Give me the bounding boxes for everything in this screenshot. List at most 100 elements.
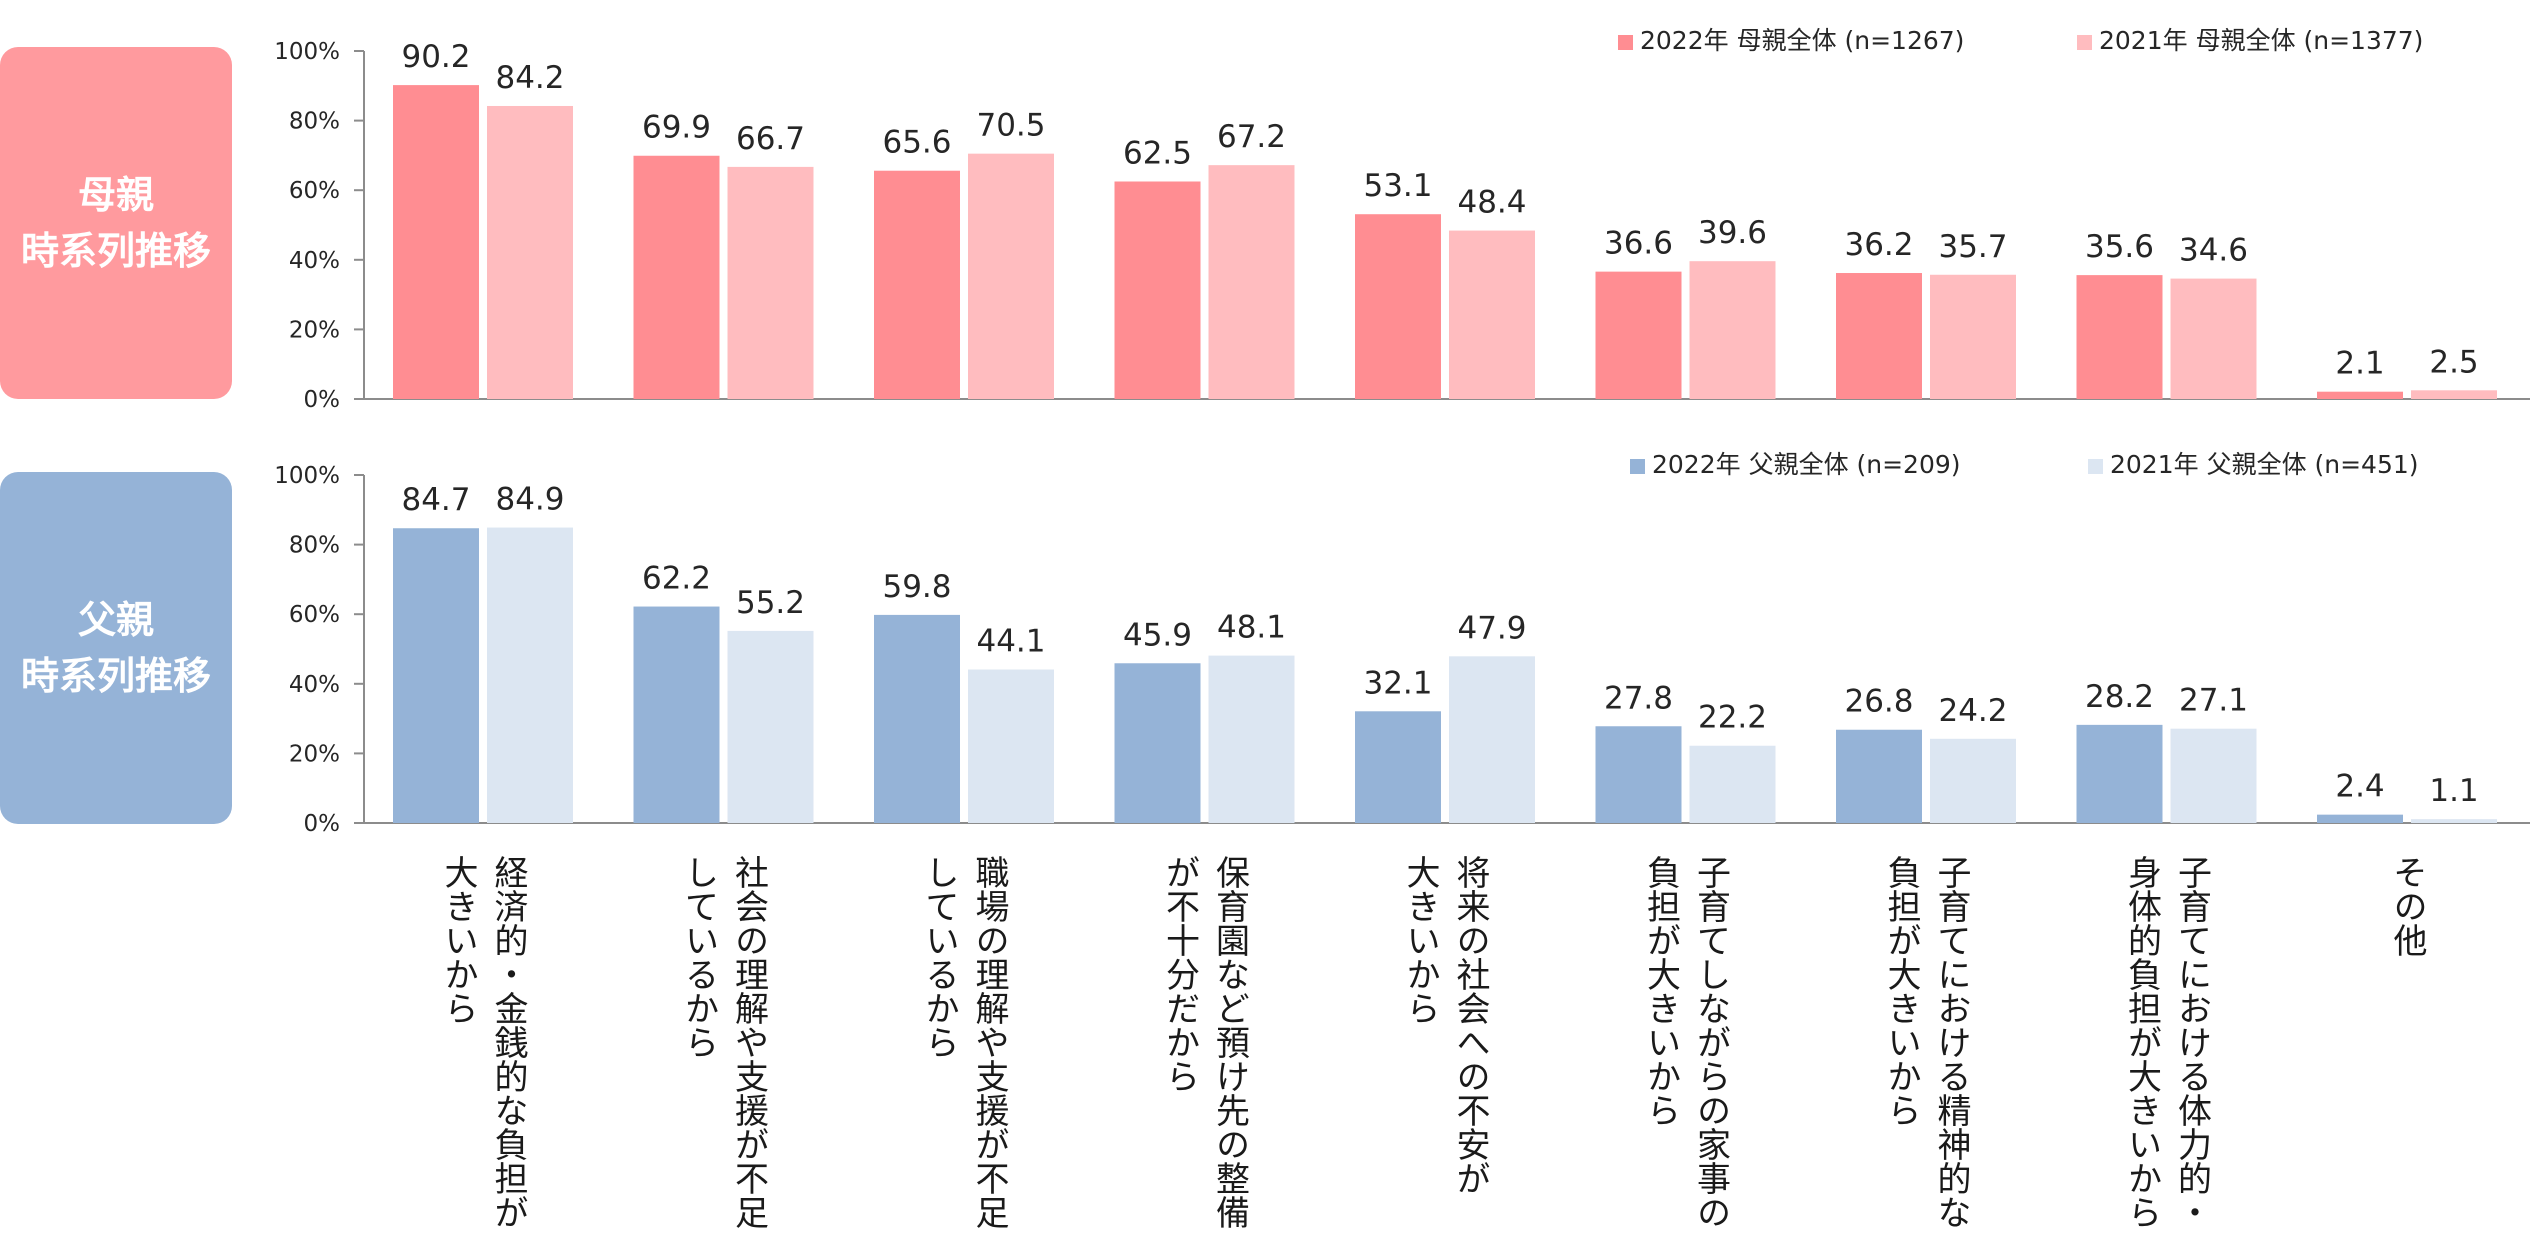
y-tick-label: 60% [289, 602, 340, 628]
category-label: 社会の理解や支援が不足 [729, 855, 769, 1229]
category-label: 子育てしながらの家事の [1691, 855, 1731, 1229]
bar-father-series-1-cat-3 [1208, 655, 1295, 823]
bar-father-series-1-cat-6 [1930, 738, 2016, 823]
category-label: 負担が大きいから [1641, 855, 1681, 1127]
bar-mother-series-0-cat-5 [1595, 271, 1682, 399]
legend-label: 2022年 母親全体 (n=1267) [1640, 26, 1964, 55]
data-label: 2.1 [2335, 346, 2384, 382]
data-label: 47.9 [1457, 610, 1526, 646]
data-label: 65.6 [882, 125, 951, 161]
bar-father-series-1-cat-0 [487, 527, 573, 823]
legend-label: 2022年 父親全体 (n=209) [1652, 450, 1961, 479]
legend-swatch [2088, 459, 2103, 474]
data-label: 66.7 [736, 121, 805, 157]
data-label: 59.8 [882, 569, 951, 605]
data-label: 53.1 [1363, 168, 1432, 204]
bar-mother-series-0-cat-7 [2076, 275, 2163, 399]
data-label: 84.9 [495, 482, 564, 518]
legend-label: 2021年 父親全体 (n=451) [2110, 450, 2419, 479]
bar-mother-series-0-cat-2 [874, 170, 960, 399]
data-label: 1.1 [2429, 773, 2478, 809]
category-label: 大きいから [1400, 855, 1440, 1025]
data-label: 48.1 [1217, 610, 1286, 646]
bar-mother-series-0-cat-3 [1114, 181, 1201, 399]
bar-mother-series-0-cat-8 [2317, 391, 2403, 399]
data-label: 27.8 [1604, 680, 1673, 716]
category-label: 将来の社会への不安が [1450, 855, 1490, 1195]
data-label: 70.5 [976, 108, 1045, 144]
y-tick-label: 40% [289, 672, 340, 698]
category-label: 保育園など預け先の整備 [1210, 855, 1250, 1229]
bar-father-series-0-cat-4 [1355, 711, 1441, 823]
data-label: 24.2 [1938, 693, 2007, 729]
data-label: 26.8 [1844, 684, 1913, 720]
category-label: しているから [679, 855, 719, 1059]
data-label: 27.1 [2179, 683, 2248, 719]
data-label: 55.2 [736, 585, 805, 621]
y-tick-label: 100% [274, 463, 340, 489]
bar-mother-series-1-cat-0 [487, 105, 573, 399]
bar-mother-series-1-cat-4 [1449, 230, 1535, 399]
y-tick-label: 0% [304, 387, 341, 413]
y-tick-label: 0% [304, 811, 341, 837]
bar-mother-series-1-cat-1 [727, 166, 814, 399]
bar-mother-series-0-cat-6 [1836, 273, 1922, 399]
data-label: 39.6 [1698, 215, 1767, 251]
bar-mother-series-1-cat-3 [1208, 165, 1295, 399]
y-tick-label: 40% [289, 248, 340, 274]
data-label: 62.5 [1123, 136, 1192, 172]
data-label: 36.6 [1604, 226, 1673, 262]
data-label: 84.7 [401, 482, 470, 518]
bar-mother-series-1-cat-2 [968, 153, 1054, 399]
y-tick-label: 100% [274, 39, 340, 65]
data-label: 22.2 [1698, 700, 1767, 736]
category-label: 負担が大きいから [1881, 855, 1921, 1127]
bar-father-series-0-cat-5 [1595, 726, 1682, 823]
data-label: 36.2 [1844, 227, 1913, 263]
bar-mother-series-0-cat-1 [633, 155, 720, 399]
category-label: が不十分だから [1160, 855, 1200, 1093]
bar-father-series-1-cat-1 [727, 630, 814, 823]
data-label: 48.4 [1457, 185, 1526, 221]
y-tick-label: 20% [289, 741, 340, 767]
data-label: 69.9 [642, 110, 711, 146]
category-label: しているから [919, 855, 959, 1059]
bar-father-series-1-cat-8 [2411, 819, 2497, 823]
data-label: 2.4 [2335, 769, 2384, 805]
data-label: 34.6 [2179, 233, 2248, 269]
bar-father-series-0-cat-2 [874, 614, 960, 823]
bar-father-series-0-cat-1 [633, 606, 720, 823]
data-label: 45.9 [1123, 617, 1192, 653]
bar-father-series-0-cat-8 [2317, 814, 2403, 823]
bar-father-series-0-cat-7 [2076, 724, 2163, 823]
bar-mother-series-0-cat-0 [393, 85, 479, 399]
y-tick-label: 80% [289, 109, 340, 135]
y-tick-label: 20% [289, 317, 340, 343]
category-label: 子育てにおける体力的・ [2172, 855, 2212, 1229]
data-label: 28.2 [2085, 679, 2154, 715]
data-label: 32.1 [1363, 665, 1432, 701]
data-label: 62.2 [642, 561, 711, 597]
category-label: 大きいから [438, 855, 478, 1025]
bar-father-series-1-cat-5 [1689, 745, 1776, 823]
bar-father-series-1-cat-2 [968, 669, 1054, 823]
bar-mother-series-1-cat-6 [1930, 274, 2016, 399]
data-label: 2.5 [2429, 344, 2478, 380]
bar-father-series-0-cat-0 [393, 528, 479, 823]
data-label: 35.6 [2085, 229, 2154, 265]
father-panel-label: 父親 時系列推移 [0, 472, 232, 824]
bar-mother-series-0-cat-4 [1355, 214, 1441, 399]
category-label: 子育てにおける精神的な [1931, 855, 1971, 1229]
bar-mother-series-1-cat-5 [1689, 261, 1776, 399]
bar-father-series-1-cat-7 [2170, 728, 2257, 823]
bar-father-series-0-cat-6 [1836, 729, 1922, 823]
legend-swatch [1630, 459, 1645, 474]
bar-mother-series-1-cat-8 [2411, 390, 2497, 399]
bar-mother-series-1-cat-7 [2170, 278, 2257, 399]
category-label: 職場の理解や支援が不足 [969, 855, 1009, 1229]
category-label: 経済的・金銭的な負担が [488, 855, 528, 1229]
data-label: 90.2 [401, 39, 470, 75]
mother-panel-label: 母親 時系列推移 [0, 47, 232, 399]
legend-swatch [1618, 35, 1633, 50]
